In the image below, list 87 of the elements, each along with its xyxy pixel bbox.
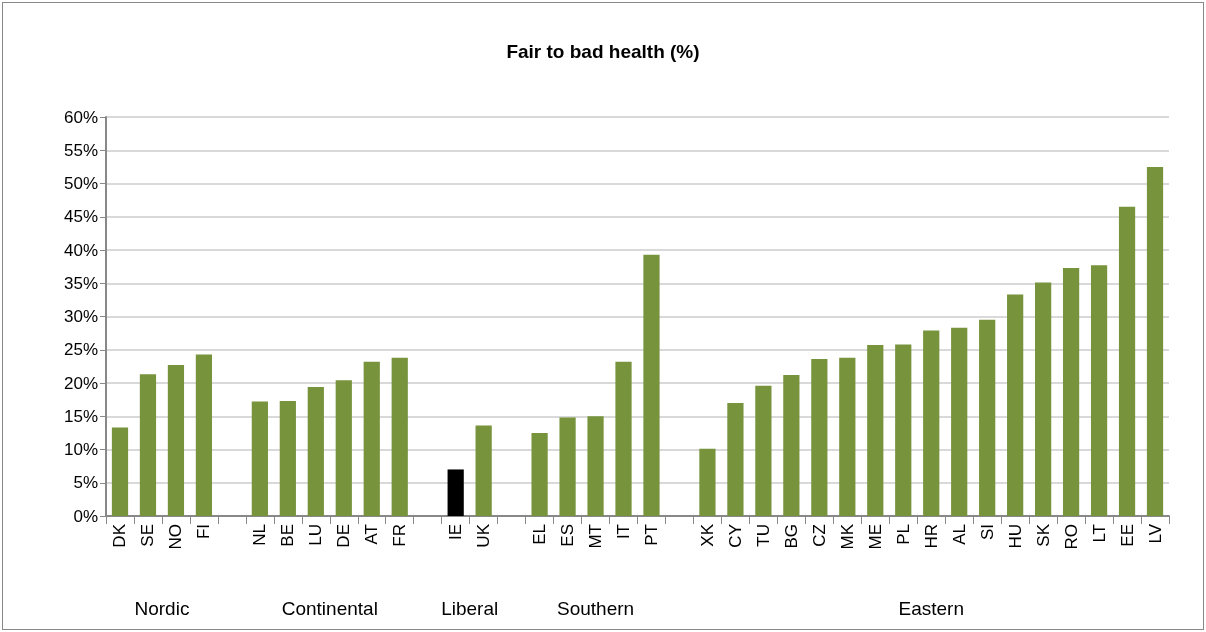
x-tick-label: DE xyxy=(334,524,354,548)
x-tick-label: PT xyxy=(641,524,661,546)
y-tick-label: 20% xyxy=(63,373,98,393)
text: Liberal xyxy=(441,597,499,619)
bar xyxy=(391,357,408,516)
y-tick-label: 30% xyxy=(63,307,98,326)
bar xyxy=(1118,206,1136,516)
x-tick-label: ES xyxy=(558,524,578,547)
bar xyxy=(111,427,129,516)
bar xyxy=(895,344,912,516)
y-tick-label: 35% xyxy=(63,273,98,293)
y-tick-label: 50% xyxy=(63,174,98,193)
x-tick-label: UK xyxy=(474,523,494,548)
y-tick-label: 15% xyxy=(63,406,98,426)
x-tick-label: LV xyxy=(1145,523,1165,544)
x-tick-label: FI xyxy=(194,524,214,540)
bar xyxy=(783,375,800,516)
text: Nordic xyxy=(134,597,190,619)
bar xyxy=(1062,267,1080,516)
x-tick-label: HU xyxy=(1005,524,1025,549)
bar xyxy=(1090,265,1108,516)
x-tick-label: LU xyxy=(306,524,326,546)
bar xyxy=(867,345,884,516)
bar xyxy=(447,469,464,516)
bar xyxy=(251,401,268,516)
chart-title: Fair to bad health (%) xyxy=(506,41,700,62)
text: Continental xyxy=(281,597,378,619)
x-tick-label: AL xyxy=(949,524,969,545)
x-tick-label: MK xyxy=(837,523,857,550)
bar xyxy=(839,357,856,516)
x-tick-label: EE xyxy=(1117,524,1137,547)
y-tick-label: 10% xyxy=(63,440,98,459)
x-tick-label: SE xyxy=(138,524,158,547)
y-tick-label: 40% xyxy=(63,240,98,260)
x-tick-label: NO xyxy=(166,524,186,550)
x-tick-label: HR xyxy=(921,524,941,549)
x-tick-label: ME xyxy=(865,524,885,550)
y-tick-label: 5% xyxy=(73,473,98,493)
bar xyxy=(923,330,940,516)
bar xyxy=(475,425,492,516)
y-tick-label: 25% xyxy=(63,340,98,360)
bar xyxy=(167,365,185,516)
bar xyxy=(1146,166,1164,516)
bar xyxy=(951,327,968,516)
x-tick-label: DK xyxy=(110,523,130,548)
bar xyxy=(1035,282,1052,516)
bar xyxy=(559,417,576,516)
x-tick-label: NL xyxy=(250,524,270,546)
x-tick-label: SI xyxy=(977,524,997,541)
bar xyxy=(363,361,380,516)
bar xyxy=(307,386,324,516)
bar xyxy=(699,448,716,516)
x-tick-label: RO xyxy=(1061,524,1081,550)
bar xyxy=(811,359,828,516)
y-tick-label: 55% xyxy=(63,140,98,160)
x-tick-label: IE xyxy=(446,524,466,541)
x-tick-label: LT xyxy=(1089,524,1109,543)
x-tick-label: SK xyxy=(1033,523,1053,547)
bar xyxy=(587,416,604,516)
bar xyxy=(755,385,772,516)
y-tick-label: 60% xyxy=(63,107,98,127)
x-tick-label: FR xyxy=(390,524,410,547)
x-tick-label: MT xyxy=(586,524,606,549)
x-tick-label: PL xyxy=(893,524,913,545)
bar xyxy=(195,354,213,516)
bar xyxy=(335,380,352,516)
x-tick-label: XK xyxy=(697,523,717,547)
x-tick-label: EL xyxy=(530,524,550,545)
x-tick-label: CZ xyxy=(809,524,829,547)
x-tick-label: AT xyxy=(362,524,382,545)
bar xyxy=(139,374,157,516)
x-tick-label: CY xyxy=(725,524,745,548)
x-tick-label: IT xyxy=(614,524,634,540)
bar xyxy=(615,361,632,516)
bar xyxy=(727,402,744,516)
text: Southern xyxy=(556,597,635,619)
x-tick-label: BE xyxy=(278,524,298,547)
bar xyxy=(279,400,296,516)
x-tick-label: TU xyxy=(753,524,773,547)
bar xyxy=(643,254,660,516)
bar xyxy=(979,319,996,516)
bar xyxy=(1007,294,1024,516)
y-tick-label: 0% xyxy=(73,506,98,526)
x-tick-label: BG xyxy=(781,524,801,549)
text: Eastern xyxy=(898,597,964,619)
bar xyxy=(531,432,548,516)
y-tick-label: 45% xyxy=(63,207,98,227)
